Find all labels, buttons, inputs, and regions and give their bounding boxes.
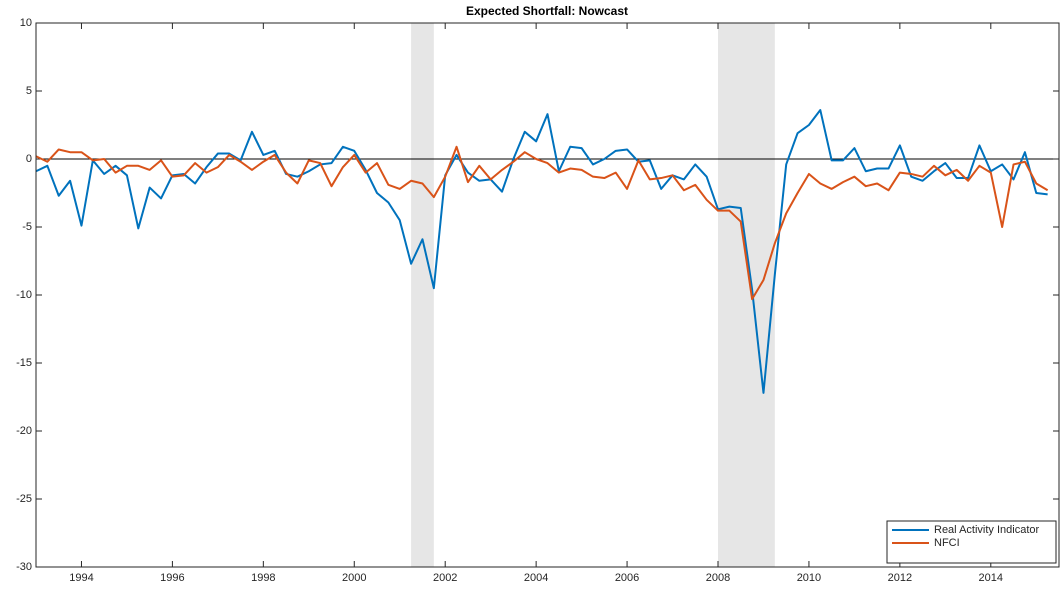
x-tick-label: 2012 (888, 572, 912, 584)
x-tick-label: 2000 (342, 572, 366, 584)
x-tick-label: 2008 (706, 572, 730, 584)
legend-label: NFCI (934, 537, 960, 549)
legend-label: Real Activity Indicator (934, 524, 1039, 536)
series-line (35, 109, 1048, 394)
y-tick-label: 0 (26, 153, 32, 165)
shaded-period (718, 23, 775, 567)
x-tick-label: 1996 (160, 572, 184, 584)
legend-box (886, 520, 1057, 564)
y-tick-label: -10 (16, 289, 32, 301)
plot-frame (35, 22, 1060, 568)
y-tick-label: -25 (16, 493, 32, 505)
shaded-period (411, 23, 434, 567)
x-tick-label: 2010 (797, 572, 821, 584)
y-tick-label: -20 (16, 425, 32, 437)
x-tick-label: 1998 (251, 572, 275, 584)
x-tick-label: 2002 (433, 572, 457, 584)
series-line (35, 145, 1049, 301)
y-tick-label: -15 (16, 357, 32, 369)
x-tick-label: 2006 (615, 572, 639, 584)
x-tick-label: 2014 (979, 572, 1003, 584)
x-tick-label: 1994 (69, 572, 93, 584)
y-tick-label: -30 (16, 561, 32, 573)
chart-title: Expected Shortfall: Nowcast (466, 4, 628, 18)
y-tick-label: 10 (20, 17, 32, 29)
x-tick-label: 2004 (524, 572, 548, 584)
y-tick-label: -5 (22, 221, 32, 233)
y-tick-label: 5 (26, 85, 32, 97)
